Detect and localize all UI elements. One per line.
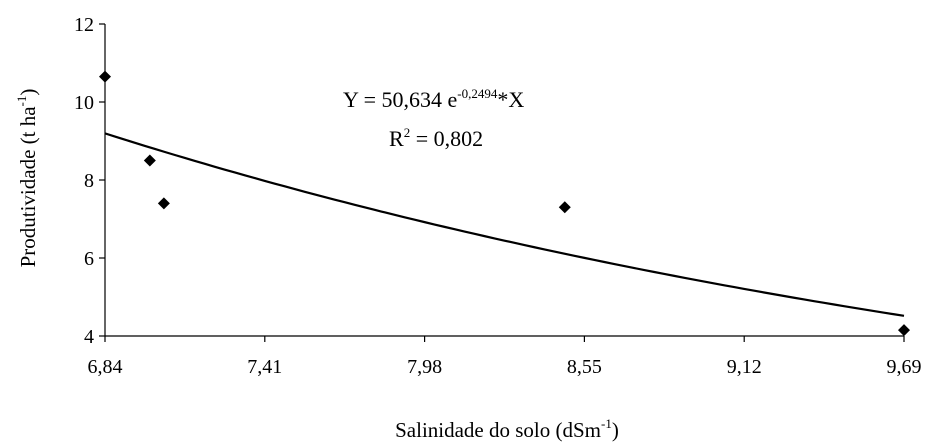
y-tick-label: 10 (74, 92, 94, 114)
x-axis-title: Salinidade do solo (dSm-1) (395, 416, 619, 442)
y-tick-label: 8 (84, 170, 94, 192)
r-squared-label: R2 = 0,802 (389, 125, 483, 151)
x-ticks: 6,84 7,41 7,98 8,55 9,12 9,69 (88, 336, 922, 378)
data-point-diamond (99, 70, 111, 83)
data-point-diamond (157, 197, 170, 210)
x-tick-label: 6,84 (88, 356, 123, 378)
y-ticks: 4 6 8 10 12 (74, 14, 105, 348)
plot-area: 4 6 8 10 12 6,84 7,41 7,98 8,55 9,12 9,69 (74, 14, 922, 378)
data-point-diamond (898, 324, 910, 337)
y-tick-label: 12 (74, 14, 94, 36)
y-tick-label: 4 (84, 326, 94, 348)
y-axis-title: Produtividade (t ha-1) (14, 89, 40, 268)
data-point-diamond (143, 154, 156, 167)
x-tick-label: 9,69 (887, 356, 922, 378)
trendline (104, 132, 905, 317)
data-points (99, 70, 910, 337)
x-tick-label: 7,41 (247, 356, 282, 378)
data-point-diamond (558, 201, 571, 214)
x-tick-label: 7,98 (407, 356, 442, 378)
equation-label: Y = 50,634 e-0,2494*X (343, 86, 524, 112)
y-tick-label: 6 (84, 248, 94, 270)
x-tick-label: 8,55 (567, 356, 602, 378)
x-tick-label: 9,12 (727, 356, 762, 378)
